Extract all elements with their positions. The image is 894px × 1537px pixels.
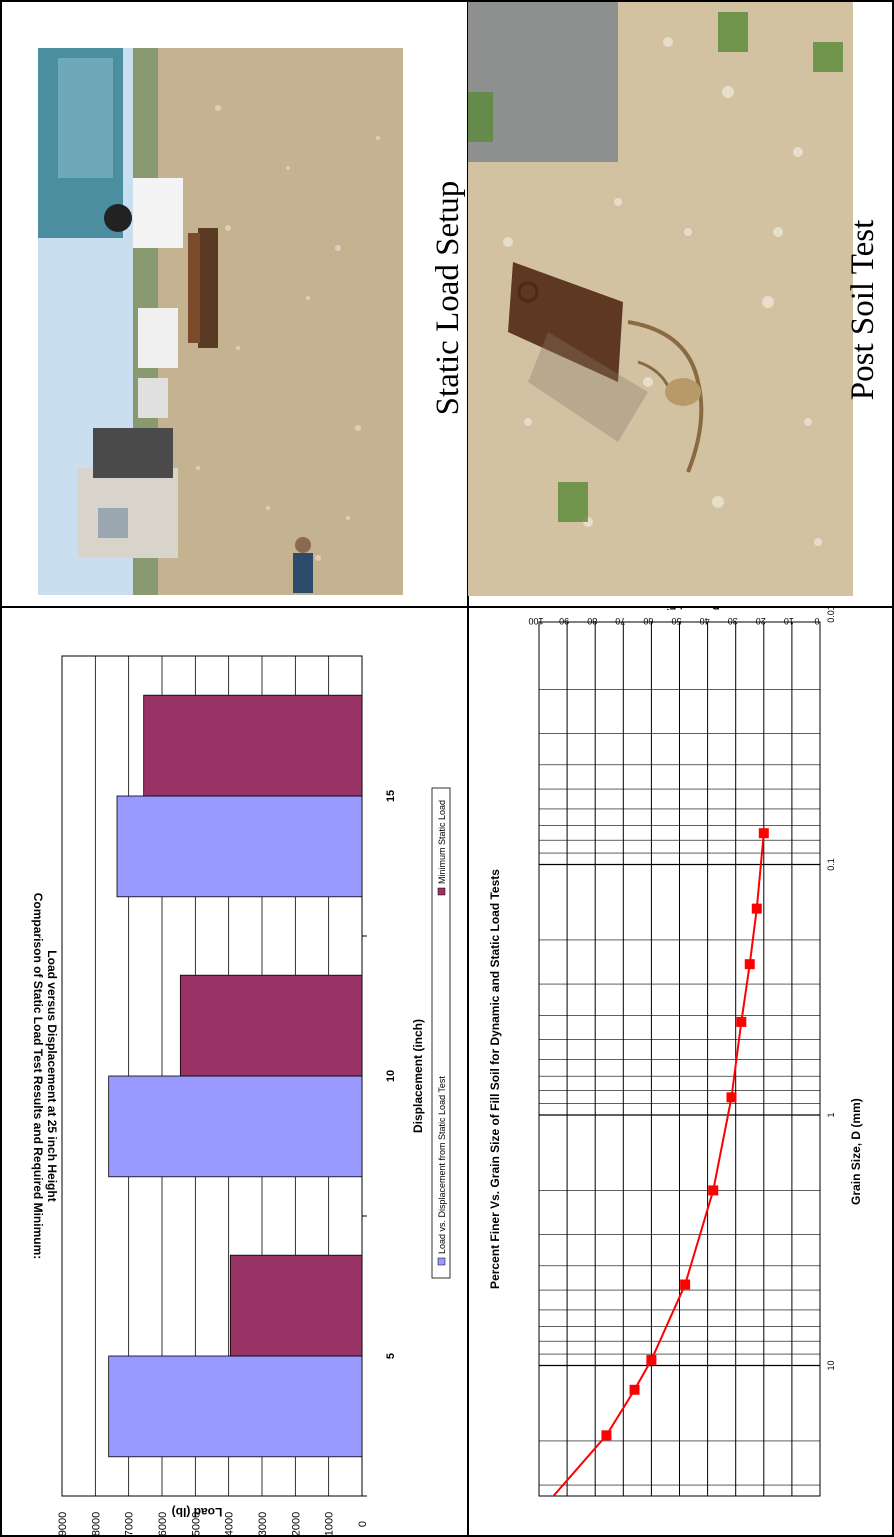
bar-chart-subtitle: Load versus Displacement at 25 inch Heig… [45, 950, 59, 1201]
bar-legend-swatch-static-load-test [437, 1257, 446, 1266]
grain-size-tick-label: 0.01 [826, 608, 836, 623]
grain-size-tick-label: 1 [826, 1112, 836, 1117]
bar-minimum-static-load [179, 974, 363, 1077]
bar-legend-box [431, 787, 451, 1279]
bar-x-axis-label: Displacement (inch) [411, 1019, 425, 1133]
grain-data-point [758, 828, 769, 839]
bar-chart-title: Comparison of Static Load Test Results a… [31, 893, 45, 1259]
bar-y-tick-label: 8000 [90, 1512, 102, 1535]
grain-data-point [744, 959, 755, 970]
grain-percent-tick-label: 30 [728, 616, 738, 626]
bar-chart-svg: 0 1000 2000 3000 4000 5000 6000 7000 8000 9000 5 10… [31, 655, 451, 1535]
grain-percent-tick-label: 80 [587, 616, 597, 626]
bar-minimum-static-load [143, 694, 363, 797]
bar-y-tick-label: 6000 [157, 1512, 169, 1535]
bar-y-tick-label: 9000 [57, 1512, 69, 1535]
grain-data-point [708, 1185, 719, 1196]
static-load-setup-photo [38, 48, 403, 595]
static-load-setup-caption: Static Load Setup [430, 180, 466, 416]
grain-size-tick-label: 0.1 [826, 858, 836, 871]
bar-category-label: 5 [385, 1353, 397, 1359]
bar-y-tick-label: 1000 [324, 1512, 336, 1535]
bar-static-load-test [116, 795, 363, 898]
bar-y-tick-label: 5000 [190, 1512, 202, 1535]
line-chart-svg: 0 10 20 30 40 50 60 70 80 90 100 0.01 0.1 1 10 Percent … [488, 608, 863, 1514]
grain-data-point [736, 1016, 747, 1027]
bar-static-load-test [108, 1355, 363, 1458]
bar-category-label: 10 [385, 1070, 397, 1082]
bar-y-tick-label: 2000 [290, 1512, 302, 1535]
post-soil-test-photo [468, 2, 853, 596]
bar-y-tick-label: 7000 [124, 1512, 136, 1535]
post-soil-test-image [468, 2, 853, 596]
grain-percent-tick-label: 100 [528, 616, 543, 626]
post-soil-test-caption: Post Soil Test [845, 219, 881, 401]
table-border-top [0, 0, 894, 2]
bar-static-load-test [108, 1075, 363, 1178]
grain-percent-tick-label: 60 [643, 616, 653, 626]
grain-size-tick-label: 10 [826, 1360, 836, 1370]
grain-data-point [680, 1279, 691, 1290]
grain-data-point [537, 1504, 547, 1514]
bar-legend-label-minimum-static-load: Minimum Static Load [437, 800, 447, 884]
static-load-setup-image [38, 48, 403, 595]
grain-percent-tick-label: 50 [671, 616, 681, 626]
grain-percent-tick-label: 0 [814, 616, 819, 626]
grain-y-axis-label: Percent Finer [649, 608, 720, 611]
grain-data-point [601, 1430, 612, 1441]
table-border-left [0, 0, 2, 1537]
grain-data-point [646, 1354, 657, 1365]
bar-category-label: 15 [385, 790, 397, 802]
grain-size-chart: 0 10 20 30 40 50 60 70 80 90 100 0.01 0.1 1 10 Percent … [469, 608, 892, 1535]
grain-percent-tick-label: 10 [784, 616, 794, 626]
bar-y-tick-label: 4000 [224, 1512, 236, 1535]
grain-percent-tick-label: 20 [756, 616, 766, 626]
bar-y-tick-label: 0 [357, 1521, 369, 1527]
grain-percent-tick-label: 40 [700, 616, 710, 626]
bar-y-axis-label: Load (lb) [172, 1505, 223, 1519]
grain-grid [537, 622, 820, 1514]
grain-data-point [751, 903, 762, 914]
grain-chart-title: Percent Finer Vs. Grain Size of Fill Soi… [488, 869, 502, 1289]
table-border-right [892, 0, 894, 1537]
static-load-bar-chart: 0 1000 2000 3000 4000 5000 6000 7000 8000 9000 5 10… [2, 608, 467, 1535]
grain-data-point [726, 1092, 737, 1103]
bar-y-tick-label: 3000 [257, 1512, 269, 1535]
table-border-middle [0, 606, 894, 608]
table-border-bottom [0, 1535, 894, 1537]
grain-data-point [629, 1384, 640, 1395]
grain-percent-tick-label: 70 [615, 616, 625, 626]
grain-percent-tick-label: 90 [559, 616, 569, 626]
bar-minimum-static-load [229, 1254, 363, 1357]
bar-legend-swatch-minimum-static-load [437, 887, 446, 896]
bar-legend-label-static-load-test: Load vs. Displacement from Static Load T… [437, 1076, 447, 1254]
grain-x-axis-label: Grain Size, D (mm) [849, 1098, 863, 1205]
table-border-center [467, 0, 469, 1537]
